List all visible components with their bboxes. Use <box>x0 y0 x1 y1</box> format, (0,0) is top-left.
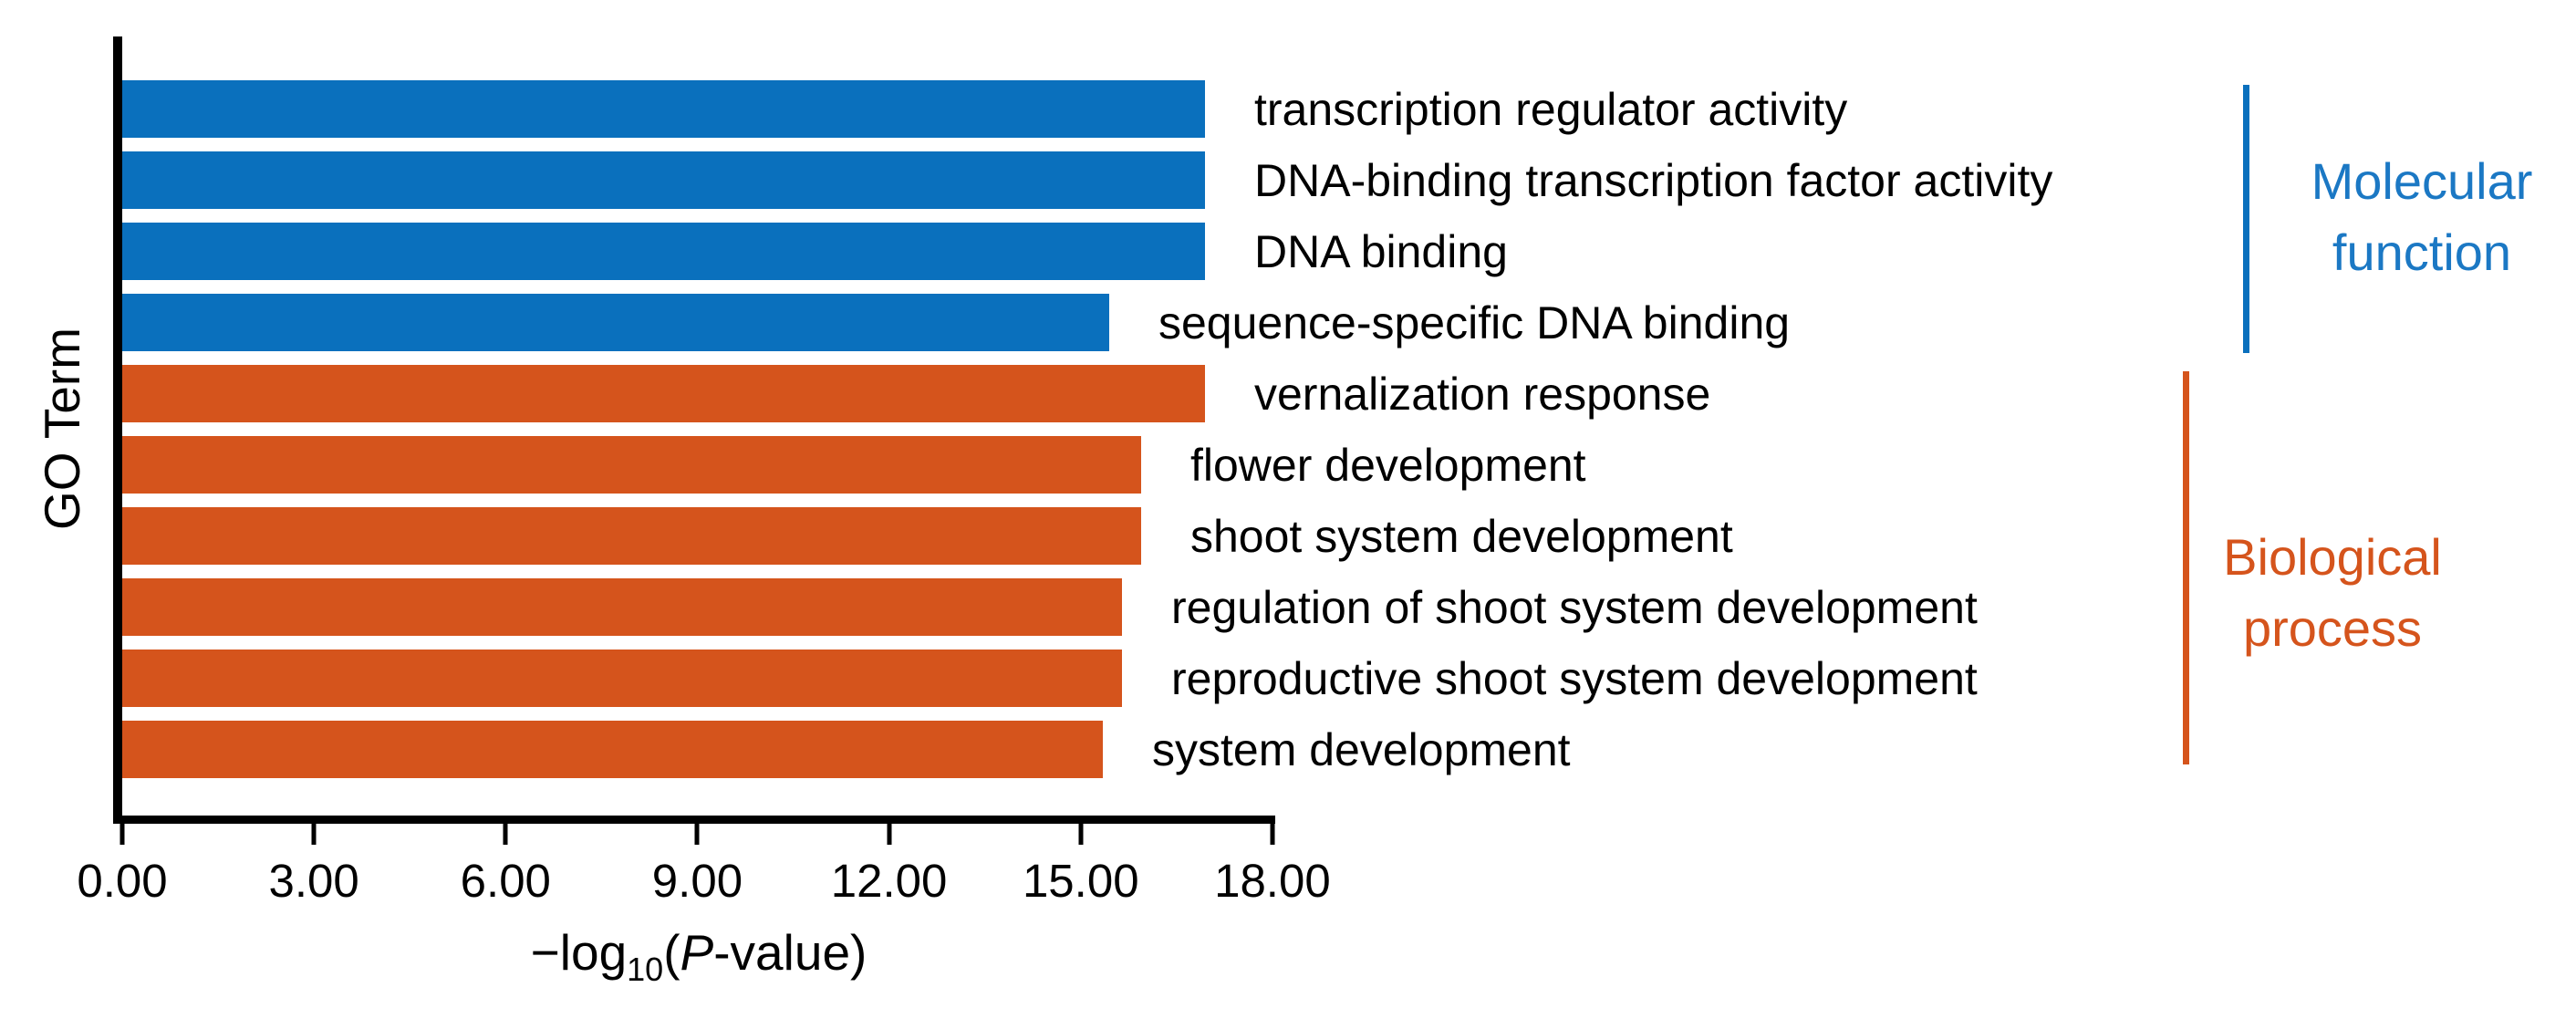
x-axis-title-subscript: 10 <box>627 951 664 988</box>
bar-label-transcription-regulator-activity: transcription regulator activity <box>1254 83 1848 135</box>
x-axis-title: −log10(P-value) <box>531 923 867 989</box>
bar-label-flower-development: flower development <box>1190 439 1586 491</box>
x-tick-label-9.00: 9.00 <box>651 855 743 907</box>
bar-label-sequence-specific-dna-binding: sequence-specific DNA binding <box>1158 296 1791 348</box>
x-axis-title-p: P <box>680 924 714 981</box>
bar-sequence-specific-dna-binding <box>122 294 1109 351</box>
x-axis-title-prefix: −log <box>530 924 628 981</box>
x-tick-3.00 <box>311 824 317 845</box>
x-tick-9.00 <box>694 824 700 845</box>
bar-vernalization-response <box>122 365 1205 422</box>
biological-process-legend-rule <box>2183 371 2189 764</box>
bar-label-shoot-system-development: shoot system development <box>1190 510 1733 562</box>
bar-flower-development <box>122 436 1141 494</box>
bar-reproductive-shoot-system-development <box>122 650 1122 707</box>
x-axis-title-open-paren: ( <box>663 924 680 981</box>
bar-label-vernalization-response: vernalization response <box>1254 368 1711 420</box>
x-axis-spine <box>113 816 1275 824</box>
x-tick-label-6.00: 6.00 <box>460 855 551 907</box>
x-tick-15.00 <box>1078 824 1084 845</box>
biological-process-legend-line2: process <box>2242 599 2423 657</box>
x-axis-title-suffix: -value) <box>713 924 867 981</box>
bar-label-system-development: system development <box>1152 723 1571 775</box>
bar-shoot-system-development <box>122 507 1141 565</box>
x-tick-label-12.00: 12.00 <box>830 855 948 907</box>
molecular-function-legend-label: Molecular function <box>2311 146 2533 288</box>
bar-regulation-of-shoot-system-development <box>122 578 1122 636</box>
bar-dna-binding-transcription-factor-activity <box>122 151 1205 209</box>
biological-process-legend-line1: Biological <box>2223 528 2442 586</box>
x-tick-label-15.00: 15.00 <box>1022 855 1139 907</box>
molecular-function-legend-line2: function <box>2332 223 2512 281</box>
molecular-function-legend-rule <box>2243 85 2249 353</box>
biological-process-legend-label: Biological process <box>2223 522 2442 664</box>
bar-label-dna-binding-transcription-factor-activity: DNA-binding transcription factor activit… <box>1254 154 2053 206</box>
x-tick-12.00 <box>887 824 892 845</box>
x-tick-label-3.00: 3.00 <box>268 855 359 907</box>
x-tick-6.00 <box>503 824 508 845</box>
bar-transcription-regulator-activity <box>122 80 1205 138</box>
x-tick-label-18.00: 18.00 <box>1214 855 1331 907</box>
molecular-function-legend-line1: Molecular <box>2311 152 2533 210</box>
x-tick-0.00 <box>119 824 125 845</box>
y-axis-title: GO Term <box>34 327 90 531</box>
bar-label-regulation-of-shoot-system-development: regulation of shoot system development <box>1171 581 1978 633</box>
bar-label-reproductive-shoot-system-development: reproductive shoot system development <box>1171 652 1978 704</box>
bar-system-development <box>122 721 1103 778</box>
y-axis-spine <box>113 36 122 824</box>
bar-dna-binding <box>122 223 1205 280</box>
x-tick-label-0.00: 0.00 <box>77 855 168 907</box>
bar-label-dna-binding: DNA binding <box>1254 225 1508 277</box>
x-tick-18.00 <box>1270 824 1275 845</box>
